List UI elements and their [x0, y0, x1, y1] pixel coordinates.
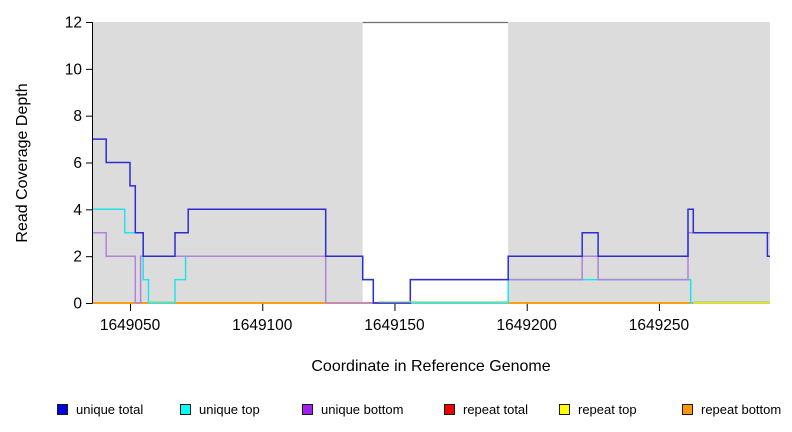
legend-item-unique-total: unique total — [57, 399, 143, 419]
background-shading — [93, 21, 770, 303]
chart-legend: unique total unique top unique bottom repea… — [0, 399, 792, 423]
legend-swatch — [559, 403, 570, 415]
legend-swatch — [444, 403, 455, 415]
y-tick-label: 12 — [65, 15, 82, 32]
y-tick-label: 0 — [73, 296, 82, 313]
legend-item-repeat-top: repeat top — [559, 399, 637, 419]
legend-swatch — [682, 403, 693, 415]
x-tick-label: 1649100 — [232, 317, 293, 334]
y-tick-label: 2 — [73, 249, 82, 266]
coverage-gap-region — [362, 22, 509, 303]
legend-item-repeat-total: repeat total — [444, 399, 528, 419]
series-unique-total — [93, 138, 770, 304]
legend-item-unique-top: unique top — [180, 399, 260, 419]
legend-item-unique-bottom: unique bottom — [302, 399, 403, 419]
series-unique-bottom — [93, 232, 770, 304]
y-axis-title: Read Coverage Depth — [14, 83, 31, 242]
x-tick-label: 1649250 — [629, 317, 690, 334]
legend-swatch — [180, 403, 191, 415]
legend-label: unique total — [76, 401, 144, 417]
legend-swatch — [57, 403, 68, 415]
shaded-region — [508, 22, 770, 303]
y-tick-label: 4 — [73, 202, 82, 219]
y-tick-label: 6 — [73, 155, 82, 172]
x-tick-label: 1649050 — [100, 317, 161, 334]
legend-label: unique bottom — [321, 401, 404, 417]
legend-swatch — [302, 403, 313, 415]
legend-label: repeat top — [578, 401, 637, 417]
axes: 0 2 4 6 8 10 12 1649050 1649100 1649150 1649200 164… — [65, 15, 690, 335]
legend-label: repeat bottom — [701, 401, 782, 417]
legend-label: repeat total — [463, 401, 529, 417]
y-tick-label: 10 — [65, 61, 83, 78]
chart-canvas: 0 2 4 6 8 10 12 1649050 1649100 1649150 1649200 164… — [14, 15, 770, 375]
x-tick-label: 1649150 — [364, 317, 425, 334]
legend-label: unique top — [199, 401, 260, 417]
x-tick-label: 1649200 — [497, 317, 558, 334]
series-lines — [93, 138, 770, 304]
y-tick-label: 8 — [73, 108, 82, 125]
shaded-region — [93, 22, 363, 303]
x-axis-title: Coordinate in Reference Genome — [311, 358, 550, 375]
legend-item-repeat-bottom: repeat bottom — [682, 399, 781, 419]
